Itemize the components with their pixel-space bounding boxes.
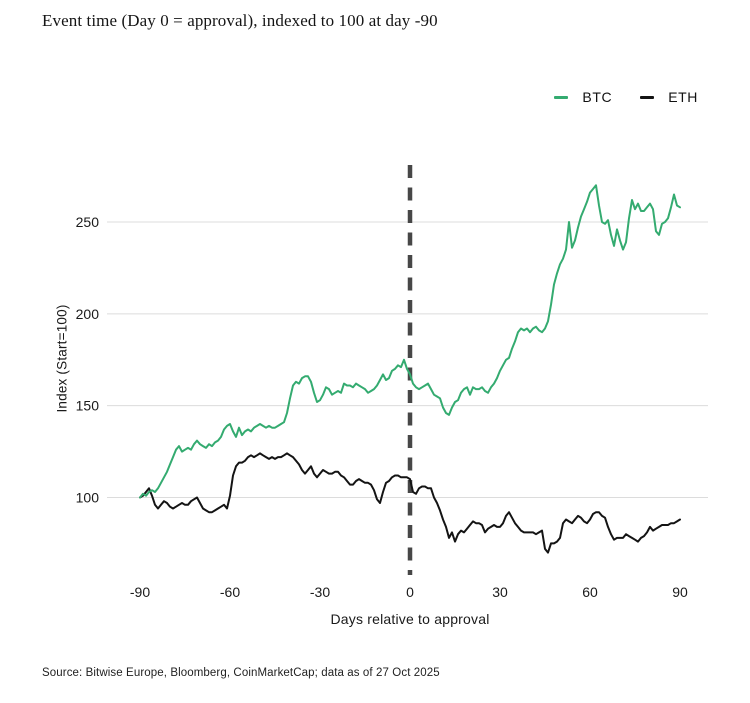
series-line-eth <box>139 452 681 554</box>
x-tick-label--90: -90 <box>130 584 150 600</box>
x-tick-label-0: 0 <box>406 584 414 600</box>
legend-label-btc: BTC <box>582 89 613 105</box>
y-axis-title: Index (Start=100) <box>54 304 70 413</box>
source-note: Source: Bitwise Europe, Bloomberg, CoinM… <box>42 667 440 679</box>
x-axis-title: Days relative to approval <box>330 611 490 627</box>
x-tick-label--60: -60 <box>220 584 240 600</box>
y-tick-label-200: 200 <box>76 306 100 322</box>
legend-item-eth: ETH <box>640 89 698 105</box>
legend: BTC ETH <box>554 89 698 105</box>
y-tick-label-150: 150 <box>76 398 100 414</box>
x-tick-label-60: 60 <box>582 584 598 600</box>
chart-title: Event time (Day 0 = approval), indexed t… <box>42 11 438 30</box>
legend-item-btc: BTC <box>554 89 612 105</box>
series-line-btc <box>139 184 681 499</box>
x-tick-label-90: 90 <box>672 584 688 600</box>
legend-label-eth: ETH <box>668 89 698 105</box>
y-tick-label-250: 250 <box>76 214 100 230</box>
y-tick-label-100: 100 <box>76 490 100 506</box>
x-tick-label-30: 30 <box>492 584 508 600</box>
x-tick-label--30: -30 <box>310 584 330 600</box>
eth-line-swatch-icon <box>640 95 655 99</box>
btc-line-swatch-icon <box>554 95 569 99</box>
